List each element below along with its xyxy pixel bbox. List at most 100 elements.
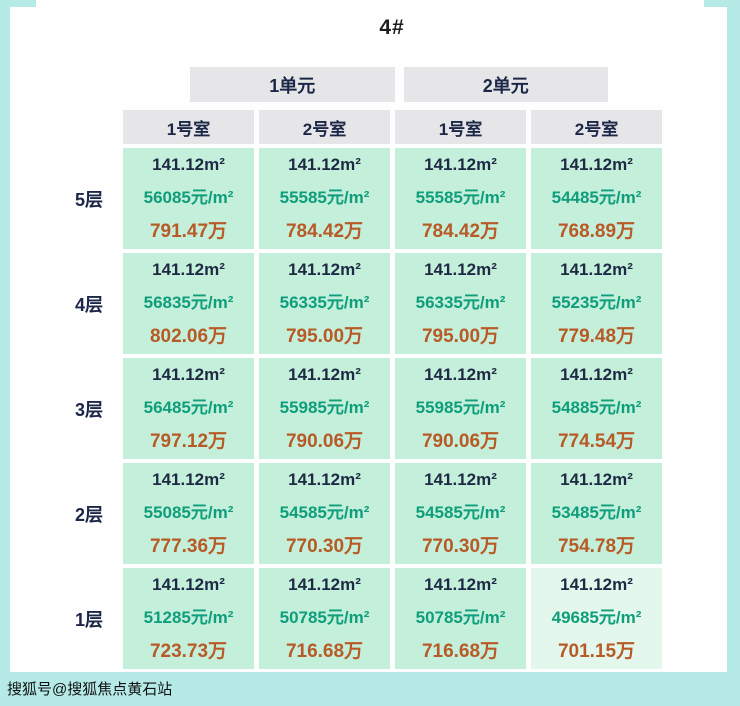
total-price-value: 716.68万 bbox=[421, 640, 500, 662]
area-value: 141.12m² bbox=[288, 259, 361, 279]
area-value: 141.12m² bbox=[152, 259, 225, 279]
unit-price-value: 54885元/m² bbox=[551, 397, 642, 417]
unit-price-value: 55235元/m² bbox=[551, 292, 642, 312]
area-value: 141.12m² bbox=[424, 469, 497, 489]
building-title: 4# bbox=[379, 16, 405, 39]
price-cell-f4-c2: 141.12m² 56335元/m² 795.00万 bbox=[259, 253, 390, 354]
total-price-value: 791.47万 bbox=[149, 220, 228, 242]
total-price-value: 784.42万 bbox=[285, 220, 364, 242]
unit-price-value: 56335元/m² bbox=[279, 292, 370, 312]
room-header-u2r2: 2号室 bbox=[531, 110, 662, 144]
floor-label-5: 5层 bbox=[74, 189, 103, 210]
header-spacer bbox=[60, 110, 118, 144]
unit-price-value: 54585元/m² bbox=[279, 502, 370, 522]
area-value: 141.12m² bbox=[152, 154, 225, 174]
total-price-value: 797.12万 bbox=[149, 430, 228, 452]
area-value: 141.12m² bbox=[152, 364, 225, 384]
total-price-value: 784.42万 bbox=[421, 220, 500, 242]
price-cell-f2-c3: 141.12m² 54585元/m² 770.30万 bbox=[395, 463, 526, 564]
area-value: 141.12m² bbox=[288, 154, 361, 174]
total-price-value: 795.00万 bbox=[421, 325, 500, 347]
area-value: 141.12m² bbox=[288, 469, 361, 489]
price-cell-f4-c4: 141.12m² 55235元/m² 779.48万 bbox=[531, 253, 662, 354]
unit-price-value: 50785元/m² bbox=[279, 607, 370, 627]
page-border-top-right bbox=[704, 0, 740, 7]
price-cell-f3-c4: 141.12m² 54885元/m² 774.54万 bbox=[531, 358, 662, 459]
room-header-u2r1: 1号室 bbox=[395, 110, 526, 144]
price-cell-f4-c1: 141.12m² 56835元/m² 802.06万 bbox=[123, 253, 254, 354]
unit-price-value: 53485元/m² bbox=[551, 502, 642, 522]
price-cell-f3-c2: 141.12m² 55985元/m² 790.06万 bbox=[259, 358, 390, 459]
unit-price-value: 55985元/m² bbox=[415, 397, 506, 417]
price-cell-f5-c3: 141.12m² 55585元/m² 784.42万 bbox=[395, 148, 526, 249]
total-price-value: 795.00万 bbox=[285, 325, 364, 347]
total-price-value: 723.73万 bbox=[149, 640, 228, 662]
price-cell-f4-c3: 141.12m² 56335元/m² 795.00万 bbox=[395, 253, 526, 354]
area-value: 141.12m² bbox=[288, 364, 361, 384]
total-price-value: 777.36万 bbox=[149, 535, 228, 557]
price-cell-f5-c1: 141.12m² 56085元/m² 791.47万 bbox=[123, 148, 254, 249]
unit-header-row: 1单元 2单元 bbox=[190, 67, 608, 102]
unit-price-value: 56835元/m² bbox=[143, 292, 234, 312]
unit-price-value: 55585元/m² bbox=[279, 187, 370, 207]
price-cell-f1-c3: 141.12m² 50785元/m² 716.68万 bbox=[395, 568, 526, 669]
area-value: 141.12m² bbox=[152, 574, 225, 594]
total-price-value: 774.54万 bbox=[557, 430, 636, 452]
area-value: 141.12m² bbox=[560, 154, 633, 174]
unit-price-value: 55585元/m² bbox=[415, 187, 506, 207]
total-price-value: 790.06万 bbox=[421, 430, 500, 452]
price-cell-f5-c2: 141.12m² 55585元/m² 784.42万 bbox=[259, 148, 390, 249]
unit-price-value: 54485元/m² bbox=[551, 187, 642, 207]
unit-price-value: 50785元/m² bbox=[415, 607, 506, 627]
total-price-value: 770.30万 bbox=[285, 535, 364, 557]
price-cell-f3-c3: 141.12m² 55985元/m² 790.06万 bbox=[395, 358, 526, 459]
area-value: 141.12m² bbox=[560, 574, 633, 594]
price-cell-f1-c1: 141.12m² 51285元/m² 723.73万 bbox=[123, 568, 254, 669]
page-border-right bbox=[727, 0, 740, 706]
area-value: 141.12m² bbox=[424, 364, 497, 384]
floor-label-4: 4层 bbox=[74, 294, 103, 315]
unit-price-value: 56335元/m² bbox=[415, 292, 506, 312]
unit-price-value: 56485元/m² bbox=[143, 397, 234, 417]
total-price-value: 716.68万 bbox=[285, 640, 364, 662]
floor-label-2: 2层 bbox=[74, 504, 103, 525]
unit-price-value: 55985元/m² bbox=[279, 397, 370, 417]
total-price-value: 768.89万 bbox=[557, 220, 636, 242]
price-cell-f3-c1: 141.12m² 56485元/m² 797.12万 bbox=[123, 358, 254, 459]
floor-label-3: 3层 bbox=[74, 399, 103, 420]
total-price-value: 790.06万 bbox=[285, 430, 364, 452]
area-value: 141.12m² bbox=[152, 469, 225, 489]
area-value: 141.12m² bbox=[424, 574, 497, 594]
area-value: 141.12m² bbox=[560, 259, 633, 279]
total-price-value: 701.15万 bbox=[557, 640, 636, 662]
price-cell-f1-c4: 141.12m² 49685元/m² 701.15万 bbox=[531, 568, 662, 669]
price-table: 1号室 2号室 1号室 2号室 5层 141.12m² 56085元/m² 79… bbox=[60, 110, 662, 669]
price-cell-f2-c1: 141.12m² 55085元/m² 777.36万 bbox=[123, 463, 254, 564]
page-border-left bbox=[0, 0, 10, 706]
area-value: 141.12m² bbox=[560, 364, 633, 384]
area-value: 141.12m² bbox=[424, 154, 497, 174]
page-border-top-left bbox=[0, 0, 36, 7]
unit-price-value: 56085元/m² bbox=[143, 187, 234, 207]
price-cell-f1-c2: 141.12m² 50785元/m² 716.68万 bbox=[259, 568, 390, 669]
total-price-value: 802.06万 bbox=[149, 325, 228, 347]
price-cell-f2-c4: 141.12m² 53485元/m² 754.78万 bbox=[531, 463, 662, 564]
total-price-value: 770.30万 bbox=[421, 535, 500, 557]
unit-price-value: 49685元/m² bbox=[551, 607, 642, 627]
unit-price-value: 55085元/m² bbox=[143, 502, 234, 522]
unit-price-value: 51285元/m² bbox=[143, 607, 234, 627]
area-value: 141.12m² bbox=[288, 574, 361, 594]
price-cell-f5-c4: 141.12m² 54485元/m² 768.89万 bbox=[531, 148, 662, 249]
room-header-u1r1: 1号室 bbox=[123, 110, 254, 144]
area-value: 141.12m² bbox=[560, 469, 633, 489]
room-header-u1r2: 2号室 bbox=[259, 110, 390, 144]
area-value: 141.12m² bbox=[424, 259, 497, 279]
page-border-bottom bbox=[0, 672, 740, 706]
total-price-value: 754.78万 bbox=[557, 535, 636, 557]
price-cell-f2-c2: 141.12m² 54585元/m² 770.30万 bbox=[259, 463, 390, 564]
unit-header-1: 1单元 bbox=[190, 67, 395, 102]
watermark: 搜狐号@搜狐焦点黄石站 bbox=[7, 681, 173, 698]
total-price-value: 779.48万 bbox=[557, 325, 636, 347]
unit-header-2: 2单元 bbox=[403, 67, 608, 102]
floor-label-1: 1层 bbox=[74, 609, 103, 630]
